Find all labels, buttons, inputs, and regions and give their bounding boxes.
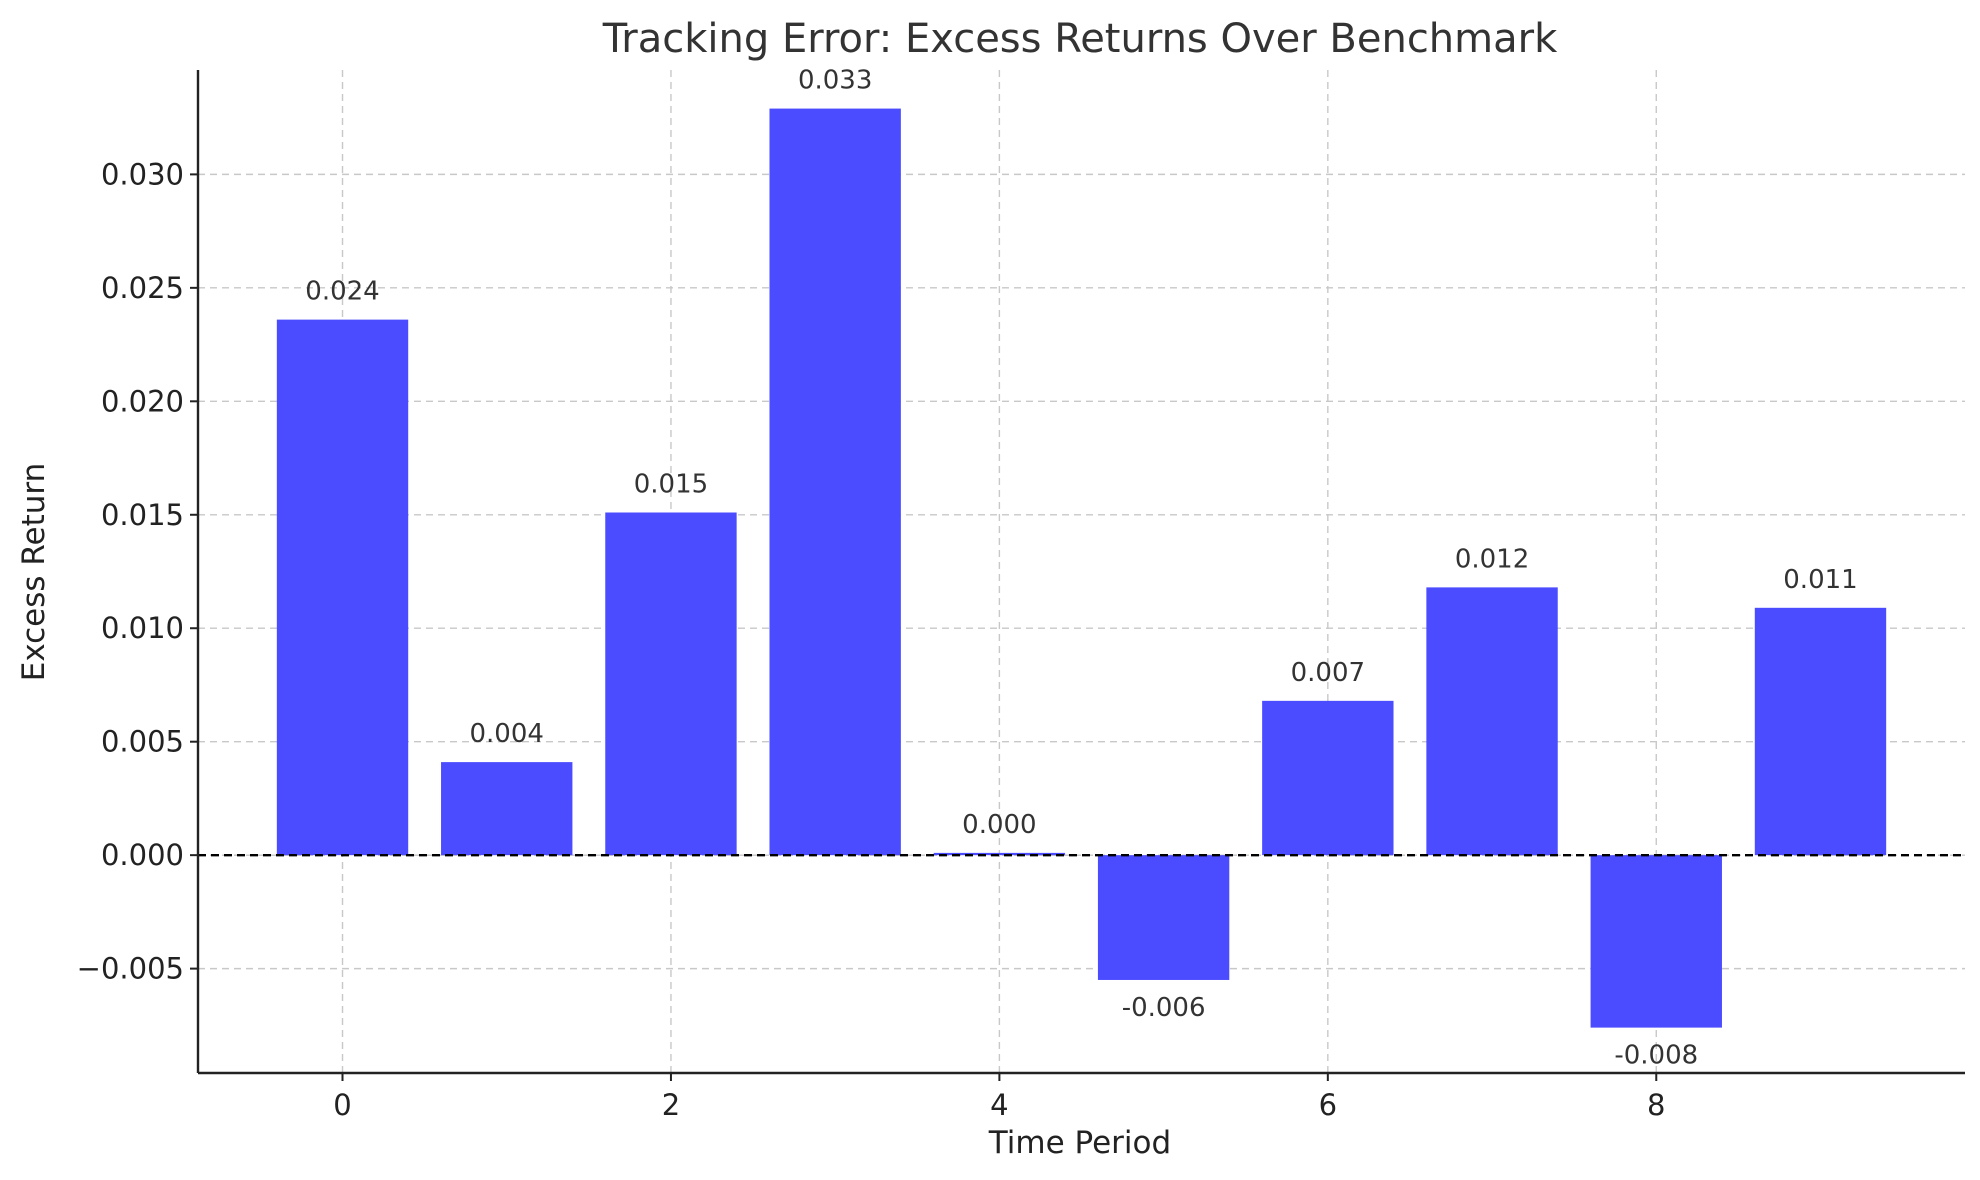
- bar-6: [1262, 700, 1394, 856]
- data-label-3: 0.033: [798, 66, 872, 96]
- data-label-2: 0.015: [634, 470, 708, 500]
- data-label-1: 0.004: [470, 719, 544, 749]
- y-tick-label-5: 0.020: [101, 384, 184, 418]
- x-tick-label-4: 4: [990, 1088, 1008, 1122]
- bar-9: [1754, 607, 1887, 856]
- bar-layer: [276, 108, 1887, 1028]
- x-tick-label-6: 6: [1319, 1088, 1337, 1122]
- bar-8: [1590, 855, 1722, 1028]
- bar-2: [605, 512, 737, 856]
- y-axis-title: Excess Return: [16, 463, 52, 682]
- bar-5: [1097, 855, 1230, 980]
- y-tick-label-4: 0.015: [101, 498, 184, 532]
- data-label-0: 0.024: [305, 277, 379, 307]
- x-tick-label-0: 0: [333, 1088, 351, 1122]
- y-tick-label-7: 0.030: [101, 157, 184, 191]
- axis-layer: [190, 70, 1965, 1081]
- data-label-5: -0.006: [1122, 993, 1206, 1023]
- bar-1: [441, 762, 573, 856]
- bar-0: [276, 319, 409, 856]
- data-label-9: 0.011: [1783, 565, 1857, 595]
- data-label-4: 0.000: [962, 810, 1036, 840]
- y-tick-label-0: −0.005: [77, 952, 184, 986]
- x-tick-label-8: 8: [1647, 1088, 1665, 1122]
- data-label-7: 0.012: [1455, 544, 1529, 574]
- data-label-6: 0.007: [1291, 658, 1365, 688]
- bar-7: [1426, 587, 1558, 856]
- x-tick-label-2: 2: [662, 1088, 680, 1122]
- y-tick-label-3: 0.010: [101, 611, 184, 645]
- grid-layer: [198, 70, 1965, 1073]
- bar-4: [933, 852, 1066, 856]
- bar-3: [769, 108, 901, 856]
- x-axis-title: Time Period: [988, 1125, 1171, 1161]
- y-tick-label-6: 0.025: [101, 271, 184, 305]
- y-tick-label-2: 0.005: [101, 725, 184, 759]
- y-tick-label-1: 0.000: [101, 838, 184, 872]
- chart-title: Tracking Error: Excess Returns Over Benc…: [602, 16, 1558, 62]
- label-layer: 0.024 0.004 0.015 0.033 0.000 -0.006 0.007 0.01…: [77, 66, 1858, 1122]
- data-label-8: -0.008: [1614, 1041, 1698, 1071]
